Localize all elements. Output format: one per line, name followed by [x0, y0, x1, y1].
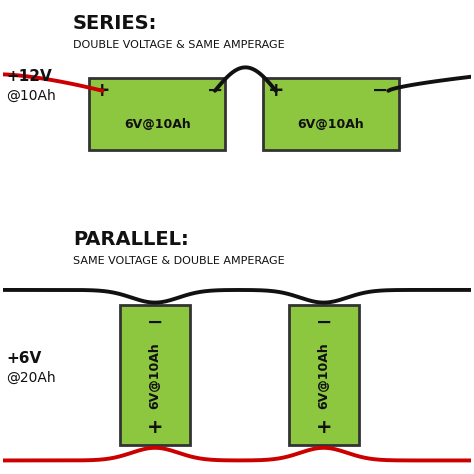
Text: 6V@10Ah: 6V@10Ah — [317, 342, 330, 409]
Text: SERIES:: SERIES: — [73, 15, 157, 34]
FancyBboxPatch shape — [90, 78, 225, 150]
Text: DOUBLE VOLTAGE & SAME AMPERAGE: DOUBLE VOLTAGE & SAME AMPERAGE — [73, 40, 285, 50]
Text: +: + — [94, 82, 111, 100]
Text: @20Ah: @20Ah — [7, 371, 56, 384]
Text: 6V@10Ah: 6V@10Ah — [124, 118, 191, 131]
FancyBboxPatch shape — [263, 78, 399, 150]
Text: +: + — [147, 418, 163, 437]
Text: +: + — [268, 82, 284, 100]
Text: −: − — [147, 313, 163, 332]
Text: −: − — [372, 82, 388, 100]
Text: +6V: +6V — [7, 351, 42, 366]
FancyBboxPatch shape — [120, 305, 190, 446]
Text: −: − — [207, 82, 223, 100]
Text: SAME VOLTAGE & DOUBLE AMPERAGE: SAME VOLTAGE & DOUBLE AMPERAGE — [73, 256, 285, 266]
Text: −: − — [316, 313, 332, 332]
Text: PARALLEL:: PARALLEL: — [73, 230, 189, 249]
FancyBboxPatch shape — [289, 305, 359, 446]
Text: +: + — [315, 418, 332, 437]
Text: 6V@10Ah: 6V@10Ah — [297, 118, 364, 131]
Text: @10Ah: @10Ah — [7, 89, 56, 102]
Text: 6V@10Ah: 6V@10Ah — [148, 342, 162, 409]
Text: +12V: +12V — [7, 69, 52, 84]
